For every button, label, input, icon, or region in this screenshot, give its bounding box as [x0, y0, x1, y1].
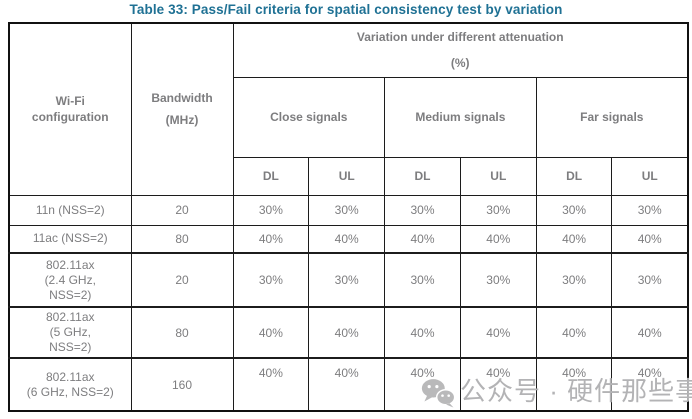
- header-medium-signals: Medium signals: [384, 76, 537, 158]
- header-close-dl: DL: [232, 156, 310, 196]
- cell-wifi-config: 802.11ax (2.4 GHz, NSS=2): [8, 252, 132, 308]
- cell-medium-ul: 40%: [459, 357, 537, 412]
- cell-wifi-config: 802.11ax (5 GHz, NSS=2): [8, 306, 132, 359]
- header-far-signals: Far signals: [535, 76, 689, 158]
- cell-close-ul: 30%: [308, 252, 386, 308]
- cell-medium-ul: 30%: [459, 252, 537, 308]
- table-row: 11n (NSS=2) 20 30% 30% 30% 30% 30% 30%: [8, 194, 689, 226]
- cell-far-ul: 30%: [611, 252, 689, 308]
- header-far-ul: UL: [611, 156, 689, 196]
- cell-medium-dl: 40%: [384, 224, 461, 254]
- cell-bandwidth: 20: [130, 252, 234, 308]
- cell-close-ul: 40%: [308, 357, 386, 412]
- cell-bandwidth: 20: [130, 194, 234, 226]
- cell-far-ul: 40%: [611, 306, 689, 359]
- cell-close-dl: 30%: [232, 252, 310, 308]
- header-medium-ul: UL: [459, 156, 537, 196]
- cell-medium-ul: 40%: [459, 306, 537, 359]
- header-close-signals: Close signals: [232, 76, 386, 158]
- header-row-variation: Wi-Fi configuration Bandwidth (MHz) Vari…: [8, 22, 689, 196]
- header-medium-dl: DL: [384, 156, 461, 196]
- table-caption: Table 33: Pass/Fail criteria for spatial…: [129, 2, 563, 17]
- cell-medium-ul: 40%: [459, 224, 537, 254]
- cell-close-dl: 40%: [232, 224, 310, 254]
- cell-far-ul: 40%: [611, 224, 689, 254]
- cell-close-dl: 30%: [232, 194, 310, 226]
- header-close-ul: UL: [308, 156, 386, 196]
- cell-far-dl: 40%: [535, 224, 613, 254]
- cell-medium-dl: 30%: [384, 252, 461, 308]
- header-bandwidth: Bandwidth (MHz): [130, 22, 234, 196]
- cell-medium-dl: 40%: [384, 306, 461, 359]
- table-row: 802.11ax (6 GHz, NSS=2) 160 40% 40% 40% …: [8, 357, 689, 412]
- cell-wifi-config: 11ac (NSS=2): [8, 224, 132, 254]
- cell-bandwidth: 80: [130, 224, 234, 254]
- header-wifi-configuration: Wi-Fi configuration: [8, 22, 132, 196]
- table-row: 11ac (NSS=2) 80 40% 40% 40% 40% 40% 40%: [8, 224, 689, 254]
- cell-far-dl: 30%: [535, 194, 613, 226]
- cell-medium-dl: 30%: [384, 194, 461, 226]
- cell-far-dl: 40%: [535, 306, 613, 359]
- cell-close-dl: 40%: [232, 306, 310, 359]
- table-row: 802.11ax (2.4 GHz, NSS=2) 20 30% 30% 30%…: [8, 252, 689, 308]
- cell-close-ul: 40%: [308, 306, 386, 359]
- cell-wifi-config: 11n (NSS=2): [8, 194, 132, 226]
- cell-close-ul: 40%: [308, 224, 386, 254]
- header-row-signal-groups: Close signals Medium signals Far signals: [9, 76, 689, 158]
- cell-far-ul: 30%: [611, 194, 689, 226]
- cell-bandwidth: 160: [130, 357, 234, 412]
- cell-close-dl: 40%: [232, 357, 310, 412]
- header-row-dl-ul: DL UL DL UL DL UL: [9, 156, 689, 196]
- cell-wifi-config: 802.11ax (6 GHz, NSS=2): [8, 357, 132, 412]
- cell-close-ul: 30%: [308, 194, 386, 226]
- cell-bandwidth: 80: [130, 306, 234, 359]
- pass-fail-criteria-table: Wi-Fi configuration Bandwidth (MHz) Vari…: [8, 22, 689, 412]
- table-row: 802.11ax (5 GHz, NSS=2) 80 40% 40% 40% 4…: [8, 306, 689, 359]
- cell-medium-dl: 40%: [384, 357, 461, 412]
- cell-medium-ul: 30%: [459, 194, 537, 226]
- header-variation-attenuation: Variation under different attenuation (%…: [232, 22, 689, 78]
- header-far-dl: DL: [535, 156, 613, 196]
- cell-far-dl: 40%: [535, 357, 613, 412]
- cell-far-dl: 30%: [535, 252, 613, 308]
- cell-far-ul: 40%: [611, 357, 689, 412]
